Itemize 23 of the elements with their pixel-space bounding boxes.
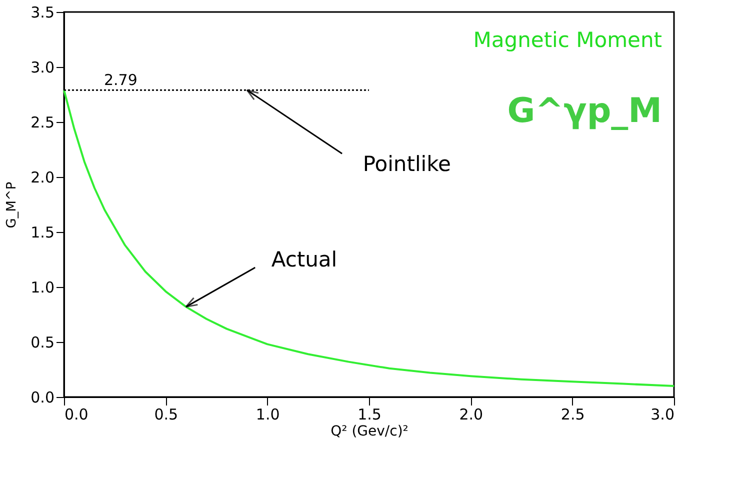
x-tick-label: 1.0 — [256, 406, 280, 424]
y-tick-label: 1.0 — [30, 278, 54, 296]
y-tick-label: 2.0 — [30, 168, 54, 186]
series-label: 2.79 — [104, 71, 138, 90]
y-tick-label: 3.0 — [30, 58, 54, 76]
x-tick-label: 3.0 — [650, 406, 674, 424]
y-tick-label: 1.5 — [30, 224, 54, 242]
x-axis-title: Q² (Gev/c)² — [330, 424, 408, 440]
x-tick-label: 2.0 — [459, 406, 484, 424]
annotation: G^γp_M — [507, 91, 662, 131]
line-series — [63, 89, 675, 387]
y-tick-label: 3.5 — [30, 4, 54, 22]
y-tick-label: 2.5 — [30, 114, 54, 132]
annotation: Magnetic Moment — [473, 28, 662, 52]
annotation: Actual — [271, 248, 338, 272]
x-tick-label: 1.5 — [358, 406, 382, 424]
annotation: Pointlike — [362, 152, 451, 176]
x-tick-label: 2.5 — [560, 406, 585, 424]
y-tick-label: 0.0 — [30, 388, 54, 406]
y-tick-label: 0.5 — [30, 334, 54, 352]
y-axis-title: G_M^P — [4, 182, 20, 228]
x-tick-label: 0.0 — [64, 406, 88, 424]
x-tick-label: 0.5 — [154, 406, 178, 424]
